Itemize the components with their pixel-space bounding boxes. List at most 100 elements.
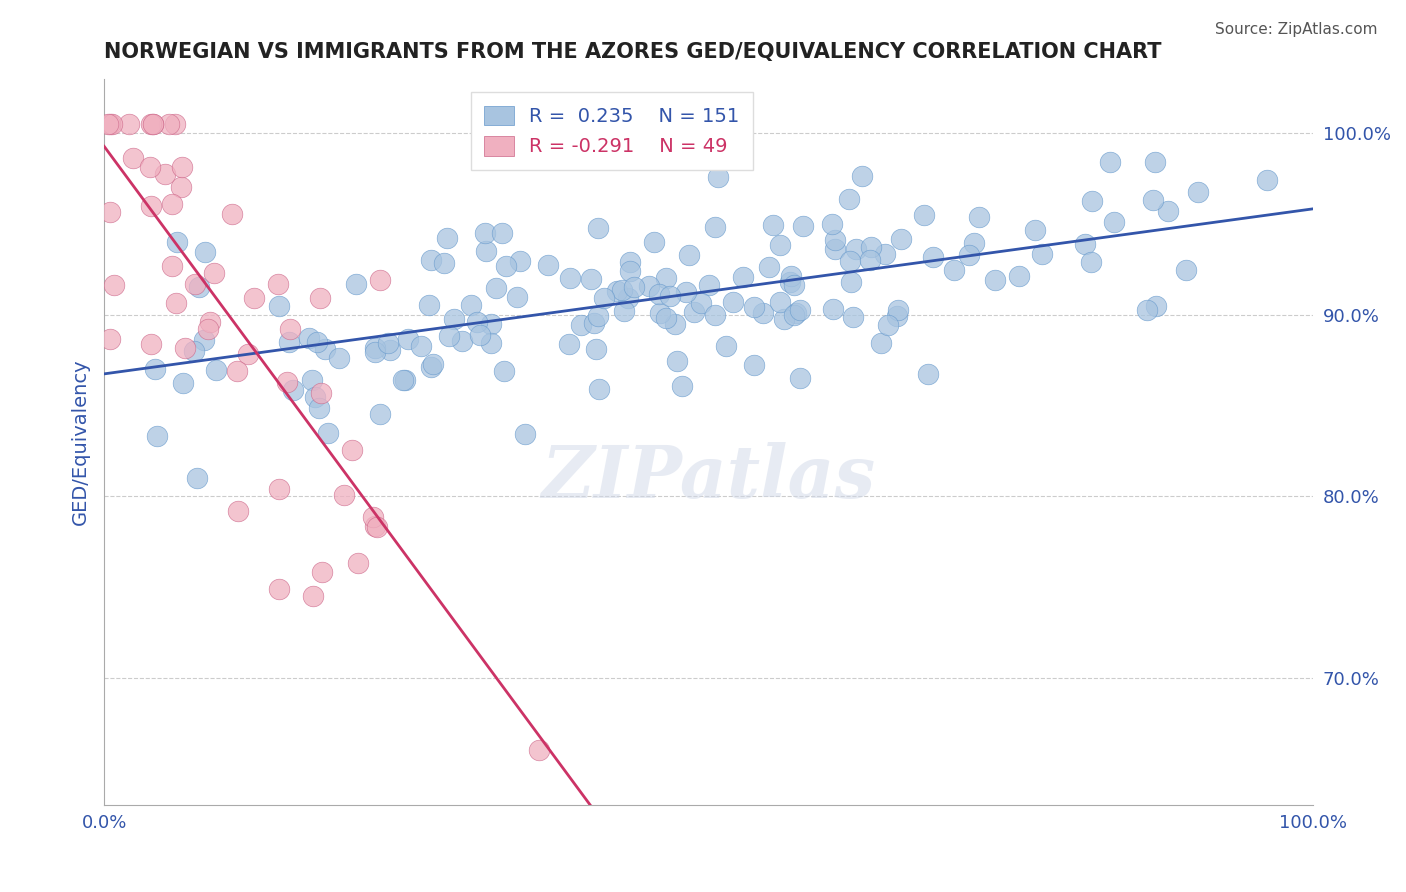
Point (824, 242, 846, 256)
Point (419, 253, 441, 268)
Point (200, 315, 222, 329)
Point (699, 277, 721, 292)
Point (690, 296, 713, 310)
Point (225, 364, 247, 378)
Point (307, 334, 329, 349)
Point (276, 375, 298, 389)
Point (731, 270, 754, 285)
Point (824, 234, 846, 248)
Point (983, 273, 1005, 287)
Point (1187, 185, 1209, 199)
Point (160, 197, 183, 211)
Point (605, 284, 627, 298)
Point (364, 519, 387, 533)
Point (202, 266, 225, 280)
Point (772, 312, 794, 326)
Point (586, 309, 609, 323)
Point (619, 255, 641, 269)
Point (142, 117, 165, 131)
Point (890, 231, 912, 245)
Point (183, 343, 205, 358)
Point (588, 382, 610, 396)
Point (311, 565, 333, 579)
Point (650, 306, 672, 320)
Point (1157, 204, 1180, 219)
Point (465, 315, 488, 329)
Point (780, 269, 803, 284)
Point (515, 426, 537, 441)
Point (366, 520, 388, 534)
Point (328, 351, 350, 365)
Point (509, 254, 531, 268)
Point (569, 318, 592, 332)
Point (380, 343, 402, 357)
Point (333, 488, 356, 502)
Point (146, 429, 169, 443)
Point (769, 238, 792, 252)
Point (707, 170, 730, 185)
Point (967, 211, 990, 225)
Point (820, 217, 842, 231)
Point (153, 167, 176, 181)
Point (308, 291, 330, 305)
Point (664, 317, 686, 331)
Point (433, 256, 456, 270)
Point (491, 226, 513, 240)
Point (267, 299, 290, 313)
Point (782, 308, 804, 322)
Point (269, 582, 291, 597)
Point (121, 152, 143, 166)
Point (742, 300, 765, 314)
Point (703, 308, 725, 322)
Point (474, 227, 496, 241)
Point (157, 117, 180, 131)
Point (98, 205, 121, 219)
Point (838, 192, 860, 206)
Point (1174, 262, 1197, 277)
Point (97, 117, 120, 131)
Point (841, 310, 863, 324)
Point (942, 263, 965, 277)
Point (142, 117, 165, 131)
Point (845, 242, 868, 256)
Point (304, 390, 326, 404)
Point (838, 254, 860, 268)
Point (560, 271, 582, 285)
Point (266, 277, 288, 291)
Point (468, 328, 491, 343)
Point (1031, 246, 1053, 260)
Point (1104, 215, 1126, 229)
Point (665, 354, 688, 368)
Point (721, 294, 744, 309)
Point (616, 291, 638, 305)
Point (1098, 155, 1121, 169)
Point (887, 303, 910, 318)
Point (226, 503, 249, 517)
Point (197, 322, 219, 336)
Point (302, 589, 325, 603)
Point (165, 296, 187, 310)
Point (1142, 194, 1164, 208)
Point (162, 259, 184, 273)
Point (912, 208, 935, 222)
Point (165, 117, 187, 131)
Point (785, 306, 807, 320)
Point (236, 347, 259, 361)
Point (683, 305, 706, 319)
Point (839, 276, 862, 290)
Point (779, 275, 801, 289)
Point (638, 278, 661, 293)
Point (314, 342, 336, 356)
Point (505, 290, 527, 304)
Point (364, 345, 387, 359)
Point (582, 316, 605, 330)
Point (166, 235, 188, 249)
Point (340, 443, 363, 458)
Point (347, 557, 370, 571)
Point (98, 117, 121, 131)
Point (579, 272, 602, 286)
Point (243, 291, 266, 305)
Point (394, 373, 416, 387)
Point (1136, 302, 1159, 317)
Point (309, 386, 332, 401)
